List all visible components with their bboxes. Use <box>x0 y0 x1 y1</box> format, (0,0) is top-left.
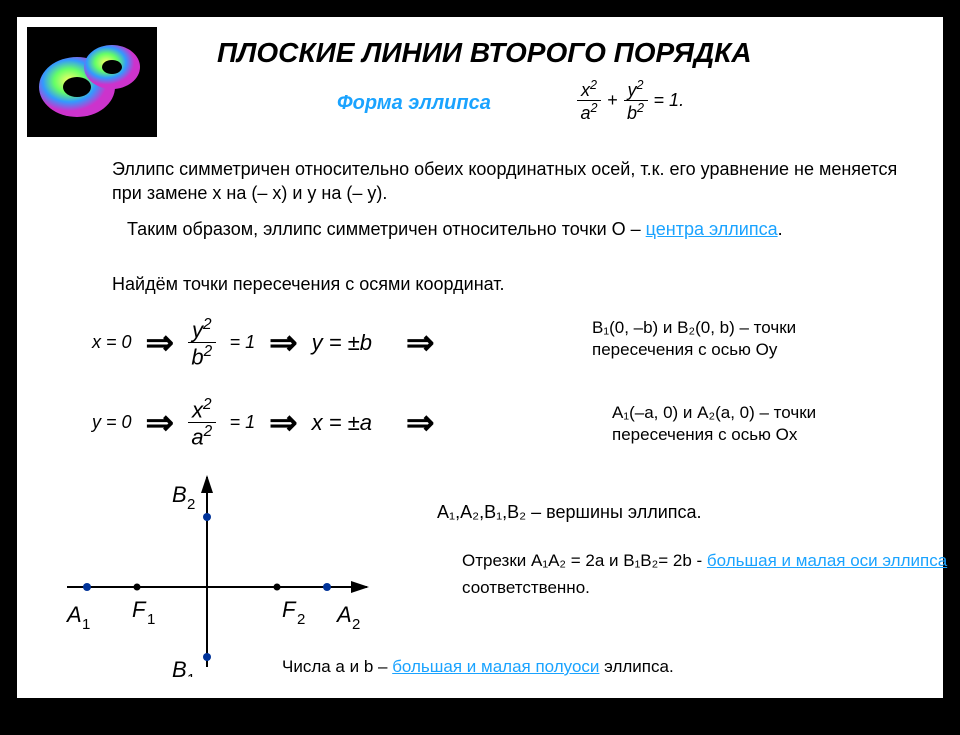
p2-text: Таким образом, эллипс симметричен относи… <box>127 219 646 239</box>
cond-y0: y = 0 <box>92 412 132 433</box>
arrow-icon: ⇒ <box>269 403 298 443</box>
svg-text:A: A <box>65 602 82 627</box>
svg-text:F: F <box>132 597 147 622</box>
svg-text:2: 2 <box>297 611 305 628</box>
arrow-icon: ⇒ <box>146 323 175 363</box>
r2-result: x = ±a <box>312 410 372 436</box>
p2-dot: . <box>778 219 783 239</box>
result-oy: B₁(0, –b) и B₂(0, b) – точки пересечения… <box>592 317 932 361</box>
paragraph-2: Таким образом, эллипс симметричен относи… <box>127 217 927 241</box>
res2-a: A₁(–a, 0) и A₂(a, 0) – точки <box>612 402 952 424</box>
semiaxes-text: Числа a и b – большая и малая полуоси эл… <box>282 657 674 677</box>
svg-text:B: B <box>172 657 187 677</box>
r1-rhs: = 1 <box>230 332 256 353</box>
result-ox: A₁(–a, 0) и A₂(a, 0) – точки пересечения… <box>612 402 952 446</box>
axes-diagram: A1 A2 B2 B1 F1 F2 <box>47 467 387 677</box>
derivation-row-1: x = 0 ⇒ y2 b2 = 1 ⇒ y = ±b ⇒ <box>92 317 435 369</box>
svg-text:B: B <box>172 482 187 507</box>
svg-text:2: 2 <box>187 496 195 513</box>
svg-text:A: A <box>335 602 352 627</box>
arrow-icon: ⇒ <box>406 403 435 443</box>
svg-text:1: 1 <box>147 611 155 628</box>
main-equation: x2 a2 + y2 b2 = 1. <box>577 79 684 122</box>
logo-box <box>27 27 157 137</box>
svg-text:F: F <box>282 597 297 622</box>
r1-den: b <box>191 345 203 370</box>
r1-result: y = ±b <box>312 330 372 356</box>
term-center: центра эллипса <box>646 219 778 239</box>
arrow-icon: ⇒ <box>406 323 435 363</box>
subtitle: Форма эллипса <box>337 92 491 115</box>
seg-c: соответственно. <box>462 578 590 597</box>
r2-den: a <box>191 425 203 450</box>
paragraph-3: Найдём точки пересечения с осями координ… <box>112 272 505 296</box>
r1-num: y <box>192 317 203 342</box>
svg-text:2: 2 <box>352 616 360 633</box>
nums-c: эллипса. <box>599 657 673 676</box>
svg-text:1: 1 <box>82 616 90 633</box>
arrow-icon: ⇒ <box>146 403 175 443</box>
res2-b: пересечения с осью Ox <box>612 424 952 446</box>
eq-a: a <box>580 103 590 123</box>
cond-x0: x = 0 <box>92 332 132 353</box>
term-semiaxes: большая и малая полуоси <box>392 657 599 676</box>
vertices-text: A₁,A₂,B₁,B₂ – вершины эллипса. <box>437 502 702 523</box>
eq-b: b <box>627 103 637 123</box>
page-title: ПЛОСКИЕ ЛИНИИ ВТОРОГО ПОРЯДКА <box>217 37 752 69</box>
r2-rhs: = 1 <box>230 412 256 433</box>
paragraph-1: Эллипс симметричен относительно обеих ко… <box>112 157 902 206</box>
nums-a: Числа a и b – <box>282 657 392 676</box>
torus-icon <box>32 32 152 132</box>
derivation-row-2: y = 0 ⇒ x2 a2 = 1 ⇒ x = ±a ⇒ <box>92 397 435 449</box>
arrow-icon: ⇒ <box>269 323 298 363</box>
r2-num: x <box>192 397 203 422</box>
res1-b: пересечения с осью Oy <box>592 339 932 361</box>
res1-a: B₁(0, –b) и B₂(0, b) – точки <box>592 317 932 339</box>
svg-text:1: 1 <box>187 671 195 677</box>
eq-x: x <box>581 80 590 100</box>
eq-y: y <box>628 80 637 100</box>
eq-rhs: = 1. <box>654 90 685 111</box>
seg-a: Отрезки A₁A₂ = 2a и B₁B₂= 2b - <box>462 551 707 570</box>
slide: ПЛОСКИЕ ЛИНИИ ВТОРОГО ПОРЯДКА Форма элли… <box>15 15 945 700</box>
term-axes: большая и малая оси эллипса <box>707 551 947 570</box>
segments-text: Отрезки A₁A₂ = 2a и B₁B₂= 2b - большая и… <box>462 547 952 601</box>
